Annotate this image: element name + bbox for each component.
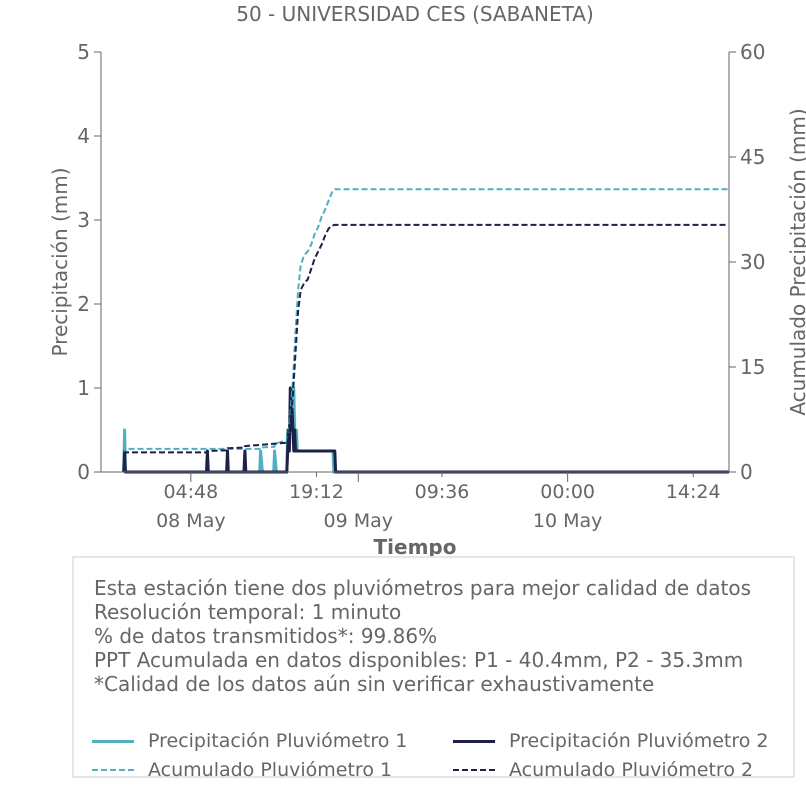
y-left-tick-label: 1	[77, 376, 90, 400]
x-tick-label: 09:36	[415, 481, 470, 503]
x-axis-label: Tiempo	[374, 535, 457, 556]
legend-swatch	[92, 769, 134, 771]
info-box: Esta estación tiene dos pluviómetros par…	[72, 556, 795, 781]
plot-area	[122, 188, 729, 474]
info-line-accumulated: PPT Acumulada en datos disponibles: P1 -…	[94, 648, 744, 672]
y-axis-left-label: Precipitación (mm)	[48, 167, 72, 356]
legend-swatch	[92, 739, 134, 743]
y-left-tick-label: 2	[77, 292, 90, 316]
y-right-tick-label: 60	[740, 40, 765, 64]
legend-swatch	[453, 769, 495, 771]
legend-swatch	[453, 739, 495, 743]
legend-label: Acumulado Pluviómetro 2	[509, 759, 754, 781]
legend-item-p1-precip: Precipitación Pluviómetro 1	[92, 730, 408, 752]
legend-label: Precipitación Pluviómetro 2	[509, 730, 769, 752]
legend-item-p1-accum: Acumulado Pluviómetro 1	[92, 759, 392, 781]
info-lines: Esta estación tiene dos pluviómetros par…	[94, 576, 751, 696]
y-right-tick-label: 45	[740, 145, 765, 169]
accum-p1-line	[123, 188, 729, 472]
y-axis-right-label: Acumulado Precipitación (mm)	[786, 108, 806, 415]
legend-label: Acumulado Pluviómetro 1	[148, 759, 393, 781]
x-tick-label: 00:00	[540, 481, 595, 503]
legend-item-p2-accum: Acumulado Pluviómetro 2	[453, 759, 753, 781]
rain-chart: 50 - UNIVERSIDAD CES (SABANETA) 01234501…	[48, 2, 806, 556]
accum-p2-line	[123, 223, 729, 472]
y-right-tick-label: 0	[740, 460, 753, 484]
info-line-resolution: Resolución temporal: 1 minuto	[94, 600, 402, 624]
y-right-tick-label: 15	[740, 355, 765, 379]
x-tick-label: 04:48	[163, 481, 218, 503]
x-tick-label: 14:24	[666, 481, 721, 503]
chart-title: 50 - UNIVERSIDAD CES (SABANETA)	[236, 2, 594, 26]
y-right-tick-label: 30	[740, 250, 765, 274]
info-line-transmitted: % de datos transmitidos*: 99.86%	[94, 624, 438, 648]
legend-item-p2-precip: Precipitación Pluviómetro 2	[453, 730, 769, 752]
x-tick-label: 19:12	[289, 481, 344, 503]
x-date-label: 10 May	[533, 510, 603, 532]
precip-p2-line	[122, 386, 729, 474]
legend-label: Precipitación Pluviómetro 1	[148, 730, 408, 752]
y-left-tick-label: 0	[77, 460, 90, 484]
x-date-label: 08 May	[156, 510, 226, 532]
y-left-tick-label: 3	[77, 208, 90, 232]
info-line-quality-note: *Calidad de los datos aún sin verificar …	[94, 672, 655, 696]
y-left-tick-label: 4	[77, 124, 90, 148]
info-line-dual-gauge: Esta estación tiene dos pluviómetros par…	[94, 576, 752, 600]
x-date-label: 09 May	[324, 510, 394, 532]
y-left-tick-label: 5	[77, 40, 90, 64]
precip-p1-line	[122, 386, 729, 474]
